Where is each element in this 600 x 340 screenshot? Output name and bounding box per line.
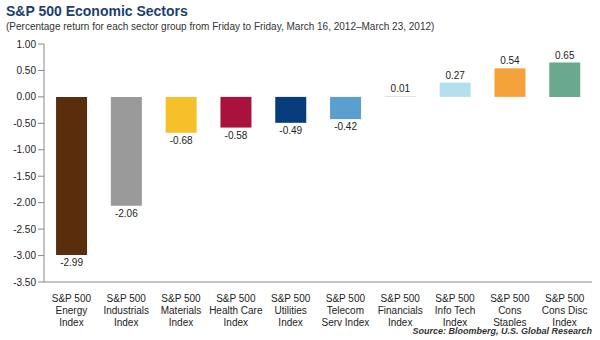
svg-text:0.01: 0.01 [391,83,411,94]
svg-text:-2.06: -2.06 [115,208,138,219]
svg-text:-0.42: -0.42 [334,121,357,132]
svg-text:-0.49: -0.49 [279,125,302,136]
svg-text:1.00: 1.00 [17,39,37,50]
svg-text:-0.68: -0.68 [170,135,193,146]
svg-text:0.65: 0.65 [555,50,575,61]
svg-text:0.54: 0.54 [500,55,520,66]
svg-text:-0.58: -0.58 [225,130,248,141]
svg-text:-0.50: -0.50 [13,118,36,129]
svg-text:S&P 500EnergyIndex: S&P 500EnergyIndex [52,293,92,326]
svg-text:0.27: 0.27 [445,70,465,81]
svg-text:S&P 500TelecomServ Index: S&P 500TelecomServ Index [321,293,369,326]
svg-text:0.00: 0.00 [17,91,37,102]
svg-text:S&P 500ConsStaplesIndex: S&P 500ConsStaplesIndex [490,293,530,326]
svg-text:S&P 500Info TechIndex: S&P 500Info TechIndex [435,293,475,326]
svg-text:S&P 500Cons DiscIndex: S&P 500Cons DiscIndex [542,293,588,326]
html-text:(Percentage return for each se: (Percentage return for each sector group… [6,21,435,32]
svg-text:S&P 500FinancialsIndex: S&P 500FinancialsIndex [378,293,423,326]
svg-text:S&P 500Health CareIndex: S&P 500Health CareIndex [209,293,263,326]
svg-text:-2.50: -2.50 [13,224,36,235]
svg-text:-2.99: -2.99 [60,257,83,268]
html-text:Source: Bloomberg, U.S. Global: Source: Bloomberg, U.S. Global Research [412,326,592,336]
svg-text:0.50: 0.50 [17,65,37,76]
svg-text:-1.50: -1.50 [13,171,36,182]
svg-text:S&P 500IndustrialsIndex: S&P 500IndustrialsIndex [103,293,149,326]
html-text:S&P 500 Economic Sectors: S&P 500 Economic Sectors [6,3,188,19]
svg-text:-3.50: -3.50 [13,277,36,288]
svg-text:-2.00: -2.00 [13,197,36,208]
svg-text:-3.00: -3.00 [13,250,36,261]
svg-text:S&P 500UtilitiesIndex: S&P 500UtilitiesIndex [271,293,311,326]
svg-text:-1.00: -1.00 [13,144,36,155]
svg-text:S&P 500MaterialsIndex: S&P 500MaterialsIndex [161,293,202,326]
